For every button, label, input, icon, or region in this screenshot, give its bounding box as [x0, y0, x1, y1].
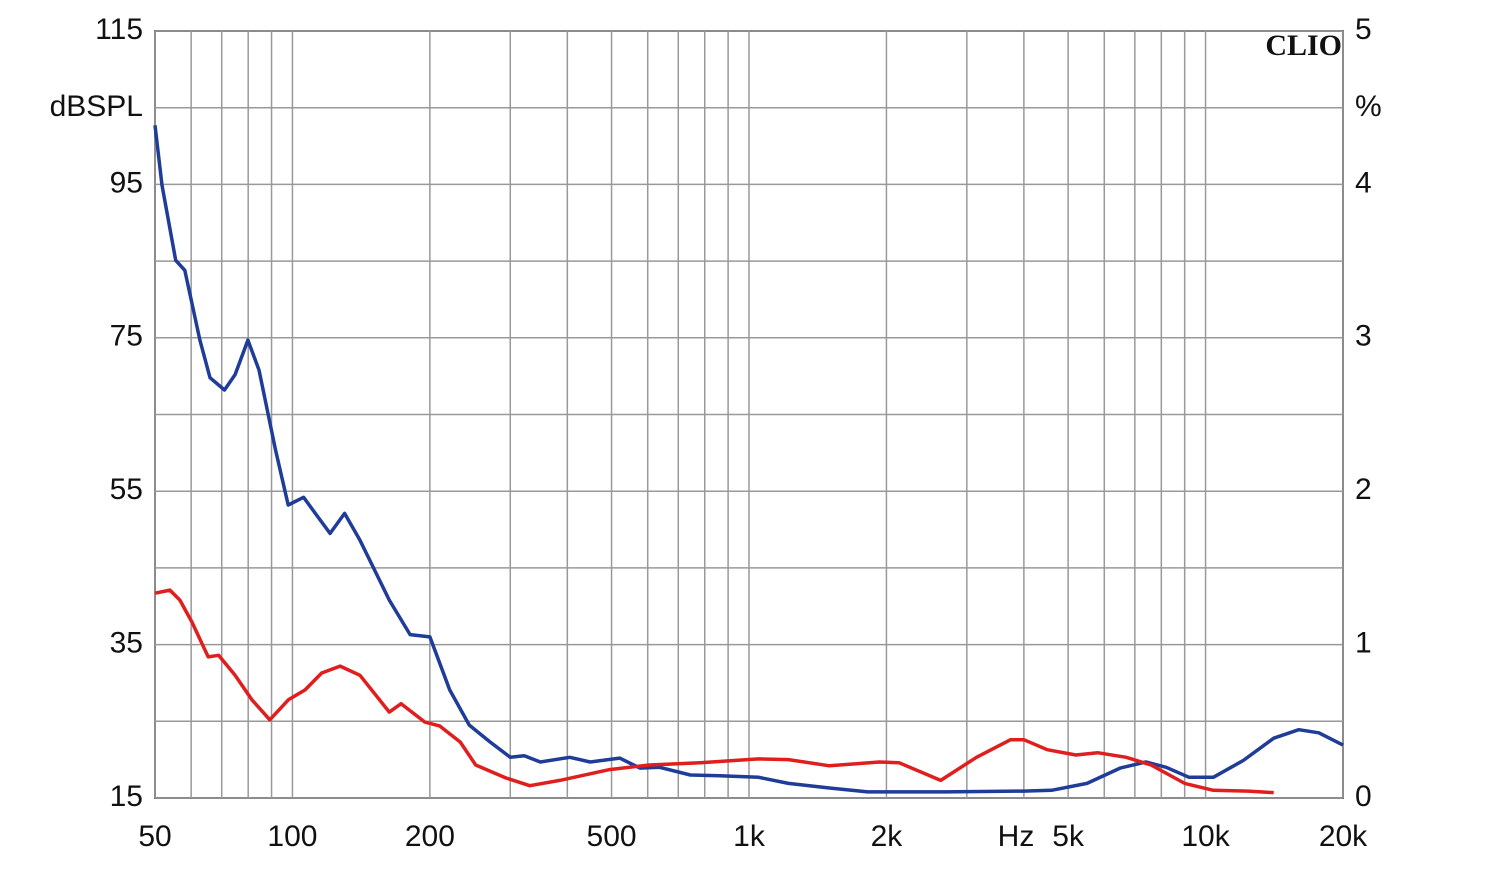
- y2-tick-label: 4: [1355, 166, 1372, 199]
- y2-tick-label: 5: [1355, 13, 1372, 46]
- y-tick-label: 75: [110, 320, 143, 353]
- x-tick-label: 20k: [1319, 820, 1368, 853]
- x-tick-label: 100: [267, 820, 317, 853]
- x-tick-label: 200: [405, 820, 455, 853]
- y2-tick-label: 2: [1355, 473, 1372, 506]
- watermark: CLIO: [1265, 29, 1342, 62]
- y2-tick-label: 1: [1355, 627, 1372, 660]
- x-axis-label: Hz: [998, 820, 1035, 853]
- y2-tick-label: 0: [1355, 780, 1372, 813]
- x-tick-label: 5k: [1052, 820, 1085, 853]
- x-tick-label: 10k: [1181, 820, 1230, 853]
- y-tick-label: 15: [110, 780, 143, 813]
- y-tick-label: 95: [110, 166, 143, 199]
- data-line: [153, 125, 1344, 794]
- x-tick-label: 1k: [733, 820, 766, 853]
- y2-tick-label: 3: [1355, 320, 1372, 353]
- y-tick-label: 55: [110, 473, 143, 506]
- x-tick-label: 500: [587, 820, 637, 853]
- y-axis-label: dBSPL: [50, 90, 143, 123]
- x-tick-label: 2k: [871, 820, 904, 853]
- y-tick-label: 115: [95, 13, 143, 46]
- y-tick-label: 35: [110, 627, 143, 660]
- data-line: [154, 588, 1274, 795]
- x-tick-label: 50: [138, 820, 171, 853]
- y2-axis-label: %: [1355, 90, 1382, 123]
